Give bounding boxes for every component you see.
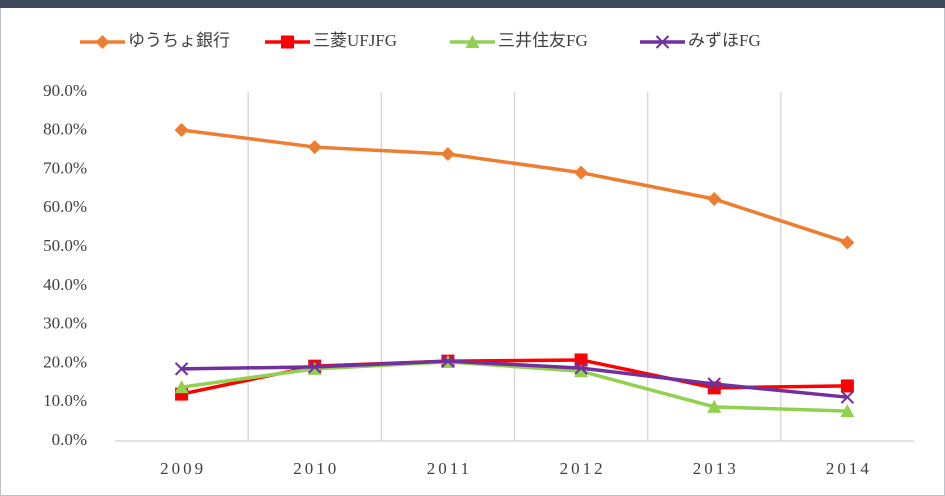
x-tick-label: 2011 [427,459,472,478]
series-line [181,360,848,413]
series-line [181,359,848,399]
marker [707,192,722,207]
marker [840,379,854,393]
x-tick-label: 2012 [560,459,606,478]
legend-marker [95,35,110,49]
marker [307,140,322,155]
marker [174,380,189,394]
y-tick-label: 90.0% [43,81,87,100]
marker [440,147,455,162]
legend-label: 三井住友FG [498,31,588,50]
marker [174,123,189,138]
marker [840,235,855,250]
y-tick-label: 50.0% [43,236,87,255]
legend-label: ゆうちょ銀行 [128,31,230,50]
marker [308,360,322,374]
y-tick-label: 70.0% [43,158,87,177]
marker [574,165,589,180]
marker [707,399,722,413]
y-tick-label: 30.0% [43,314,87,333]
legend-marker [465,35,480,48]
marker [840,390,855,404]
y-tick-label: 80.0% [43,120,87,139]
legend-marker [655,35,670,49]
series-line [181,128,848,245]
y-tick-label: 60.0% [43,197,87,216]
marker [574,364,589,378]
x-tick-label: 2014 [826,459,872,478]
y-tick-label: 40.0% [43,275,87,294]
y-tick-label: 0.0% [52,430,87,449]
legend-label: 三菱UFJFG [313,31,397,50]
top-bar [0,0,945,8]
y-tick-label: 10.0% [43,391,87,410]
marker [174,362,189,376]
marker [574,361,588,375]
x-tick-label: 2010 [293,459,339,478]
marker [574,353,588,367]
marker [441,354,455,368]
marker [840,404,855,418]
x-tick-label: 2013 [693,459,739,478]
y-tick-label: 20.0% [43,352,87,371]
marker [707,377,721,391]
legend-label: みずほFG [688,31,761,50]
legend-marker [281,35,294,49]
x-tick-label: 2009 [160,459,206,478]
